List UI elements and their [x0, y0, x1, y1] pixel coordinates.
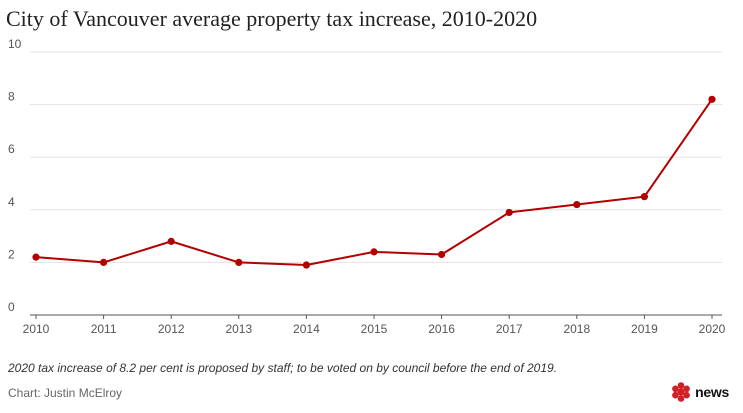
y-tick-label: 10 — [8, 37, 22, 51]
data-series — [32, 95, 716, 269]
chart-title: City of Vancouver average property tax i… — [6, 6, 538, 31]
x-tick-label: 2010 — [23, 322, 50, 336]
series-line — [35, 98, 713, 267]
x-tick-label: 2016 — [428, 322, 455, 336]
y-axis-tick-labels: 0 2 4 6 8 10 — [8, 37, 22, 314]
x-tick-label: 2013 — [225, 322, 252, 336]
data-point-2020[interactable] — [708, 95, 716, 103]
y-tick-label: 6 — [8, 142, 15, 156]
cbc-news-logo: news — [670, 381, 729, 403]
x-tick-label: 2019 — [631, 322, 658, 336]
data-point-2010[interactable] — [32, 253, 40, 261]
data-point-2012[interactable] — [167, 237, 175, 245]
x-axis-tick-labels: 2010 2011 2012 2013 2014 2015 2016 2017 2018 2019… — [23, 315, 726, 336]
x-tick-label: 2015 — [361, 322, 388, 336]
data-point-2015[interactable] — [370, 248, 378, 256]
data-point-2014[interactable] — [302, 261, 310, 269]
x-tick-label: 2017 — [496, 322, 523, 336]
y-tick-label: 4 — [8, 195, 15, 209]
footnote: 2020 tax increase of 8.2 per cent is pro… — [8, 361, 558, 375]
data-point-2013[interactable] — [235, 258, 243, 266]
x-tick-label: 2012 — [158, 322, 185, 336]
x-tick-label: 2014 — [293, 322, 320, 336]
data-point-2018[interactable] — [573, 200, 581, 209]
y-tick-label: 2 — [8, 247, 15, 261]
data-point-2016[interactable] — [438, 250, 446, 259]
brand-wordmark: news — [695, 384, 729, 400]
data-point-2017[interactable] — [505, 208, 513, 217]
data-point-2011[interactable] — [100, 258, 108, 266]
cbc-gem-icon — [672, 382, 691, 402]
data-point-2019[interactable] — [640, 193, 649, 201]
x-tick-label: 2011 — [91, 322, 117, 336]
x-tick-label: 2020 — [699, 322, 726, 336]
y-tick-label: 8 — [8, 90, 15, 104]
y-gridlines — [30, 51, 722, 263]
x-tick-label: 2018 — [563, 322, 590, 336]
y-tick-label: 0 — [8, 300, 15, 314]
chart-credit: Chart: Justin McElroy — [8, 386, 123, 400]
